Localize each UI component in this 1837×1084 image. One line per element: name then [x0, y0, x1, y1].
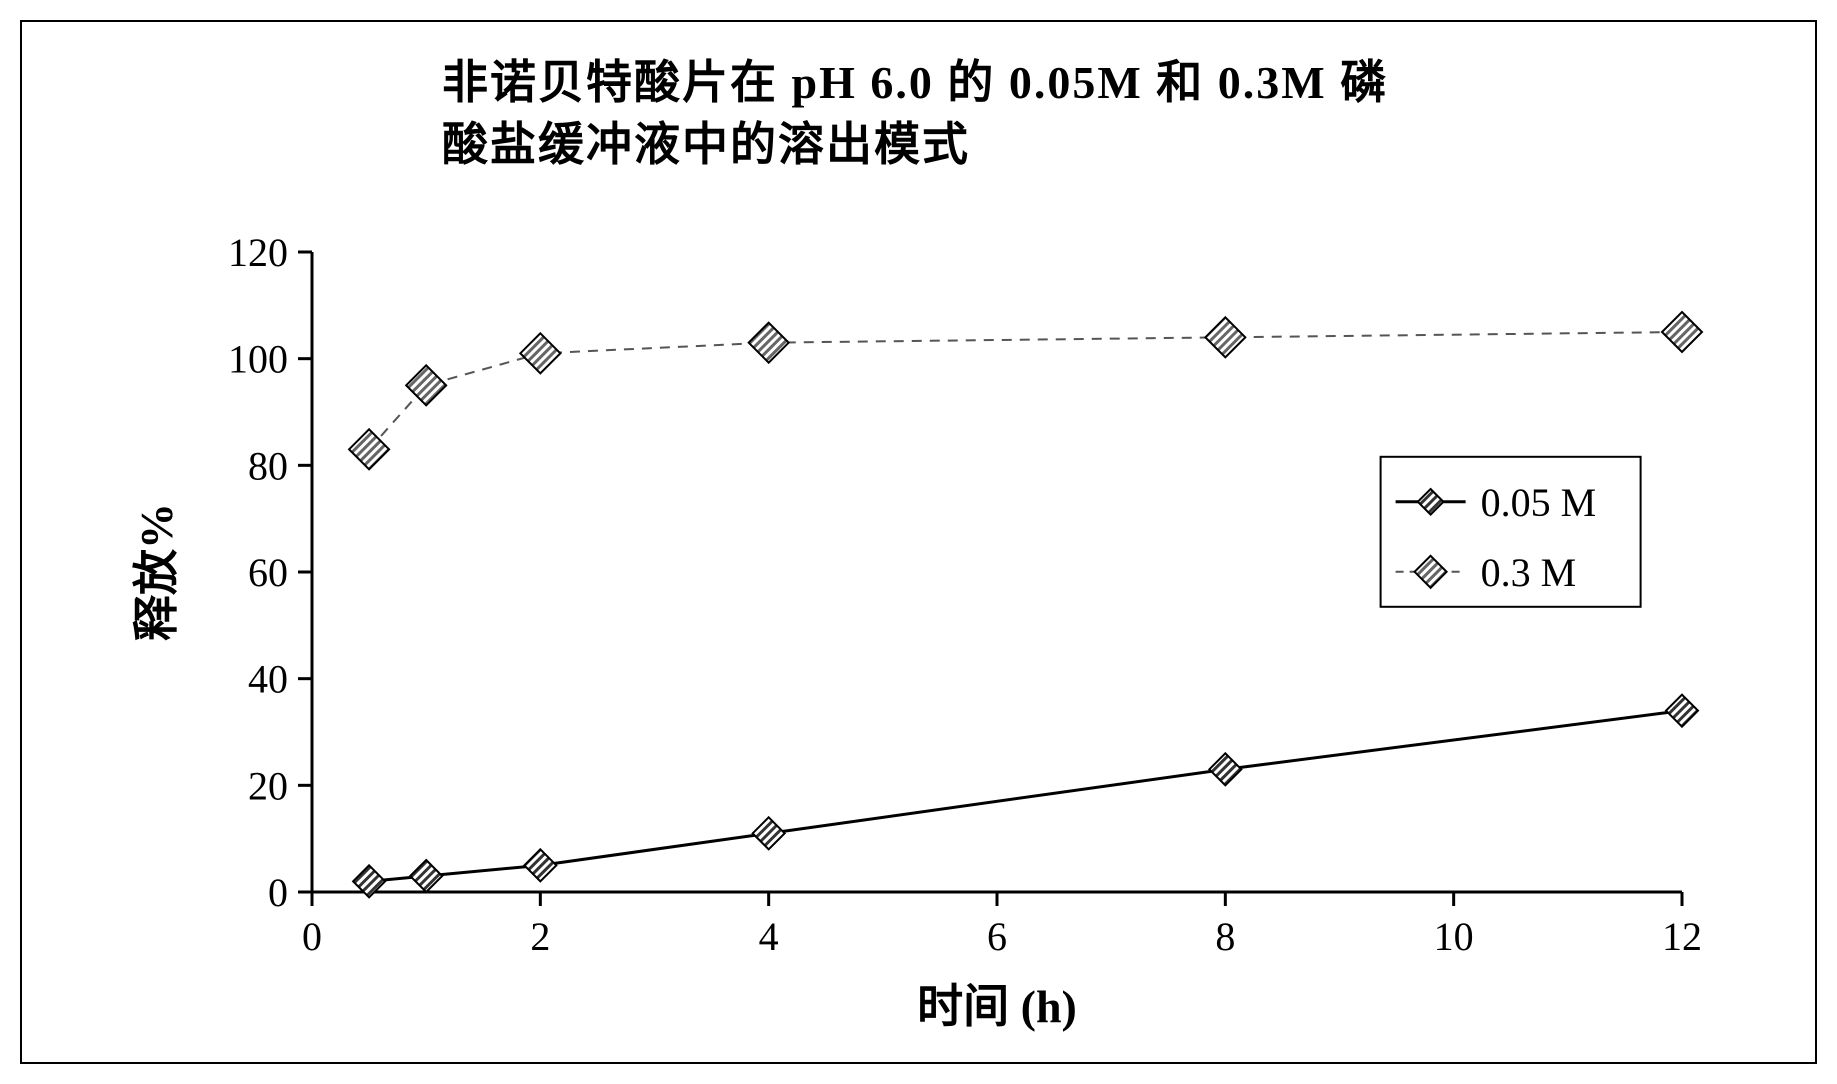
legend-marker [1418, 489, 1444, 515]
data-marker [1662, 312, 1702, 352]
y-tick-label: 60 [248, 550, 288, 595]
chart-title: 非诺贝特酸片在 pH 6.0 的 0.05M 和 0.3M 磷 酸盐缓冲液中的溶… [442, 52, 1442, 176]
x-tick-label: 8 [1215, 914, 1235, 959]
x-tick-label: 12 [1662, 914, 1702, 959]
legend-label: 0.05 M [1481, 480, 1597, 525]
title-line1: 非诺贝特酸片在 pH 6.0 的 0.05M 和 0.3M 磷 [442, 57, 1388, 108]
data-marker [1205, 317, 1245, 357]
outer-frame: 非诺贝特酸片在 pH 6.0 的 0.05M 和 0.3M 磷 酸盐缓冲液中的溶… [20, 20, 1817, 1064]
y-tick-label: 120 [228, 230, 288, 275]
data-marker [1209, 753, 1241, 785]
y-tick-label: 20 [248, 763, 288, 808]
x-axis-label: 时间 (h) [917, 981, 1077, 1032]
x-tick-label: 4 [759, 914, 779, 959]
legend-marker [1415, 556, 1447, 588]
dissolution-chart: 024681012020406080100120时间 (h)释放%0.05 M0… [122, 222, 1722, 1042]
data-marker [753, 817, 785, 849]
y-tick-label: 0 [268, 870, 288, 915]
data-marker [410, 860, 442, 892]
data-marker [349, 429, 389, 469]
y-tick-label: 80 [248, 443, 288, 488]
title-line2: 酸盐缓冲液中的溶出模式 [442, 119, 970, 170]
chart-container: 024681012020406080100120时间 (h)释放%0.05 M0… [122, 222, 1722, 1042]
x-tick-label: 10 [1434, 914, 1474, 959]
data-marker [749, 323, 789, 363]
data-marker [520, 333, 560, 373]
y-axis-label: 释放% [131, 503, 182, 641]
x-tick-label: 6 [987, 914, 1007, 959]
y-tick-label: 100 [228, 337, 288, 382]
data-marker [1666, 695, 1698, 727]
data-marker [524, 849, 556, 881]
data-marker [406, 365, 446, 405]
x-tick-label: 2 [530, 914, 550, 959]
series-line [369, 332, 1682, 449]
y-tick-label: 40 [248, 657, 288, 702]
series-line [369, 711, 1682, 882]
x-tick-label: 0 [302, 914, 322, 959]
legend-label: 0.3 M [1481, 550, 1577, 595]
